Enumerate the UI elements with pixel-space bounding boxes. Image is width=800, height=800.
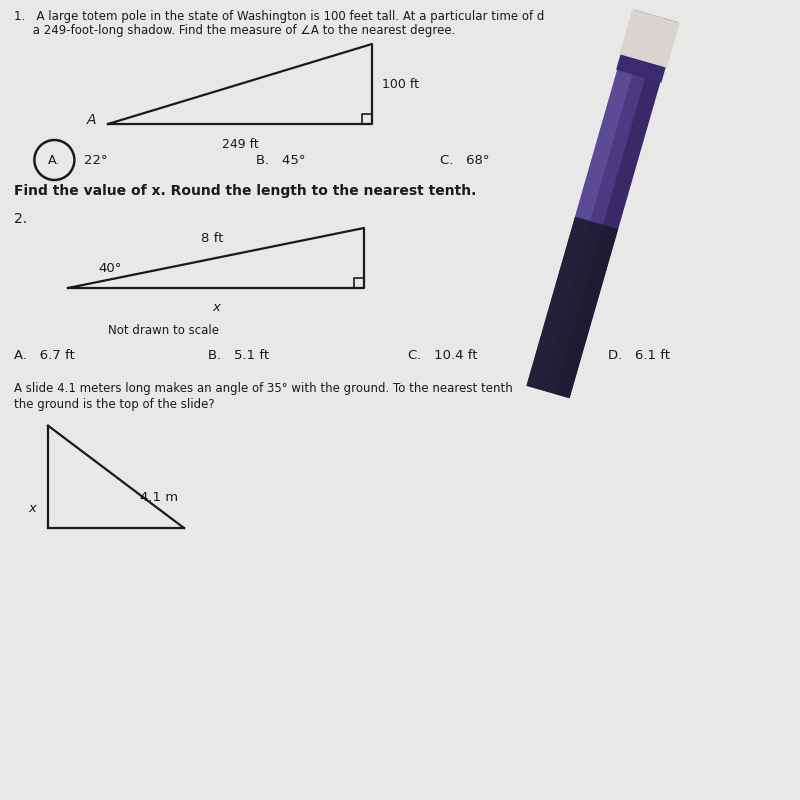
Text: 8 ft: 8 ft: [201, 232, 223, 245]
Text: A slide 4.1 meters long makes an angle of 35° with the ground. To the nearest te: A slide 4.1 meters long makes an angle o…: [14, 382, 513, 395]
Polygon shape: [619, 9, 680, 68]
Text: 4.1 m: 4.1 m: [140, 491, 178, 504]
Text: Find the value of x. Round the length to the nearest tenth.: Find the value of x. Round the length to…: [14, 184, 477, 198]
Text: x: x: [28, 502, 36, 515]
Text: x: x: [212, 301, 220, 314]
Text: Not drawn to scale: Not drawn to scale: [108, 324, 219, 337]
Text: 40°: 40°: [98, 262, 122, 275]
Text: B.   45°: B. 45°: [256, 154, 306, 166]
Text: 100 ft: 100 ft: [382, 78, 418, 90]
Text: 2.: 2.: [14, 212, 27, 226]
Text: 1.   A large totem pole in the state of Washington is 100 feet tall. At a partic: 1. A large totem pole in the state of Wa…: [14, 10, 545, 22]
Text: C.   10.4 ft: C. 10.4 ft: [408, 350, 478, 362]
Polygon shape: [554, 18, 678, 398]
Text: D.   6.1 ft: D. 6.1 ft: [608, 350, 670, 362]
Text: A.: A.: [48, 154, 61, 166]
Polygon shape: [526, 10, 650, 390]
Text: the ground is the top of the slide?: the ground is the top of the slide?: [14, 398, 215, 410]
Text: a 249-foot-long shadow. Find the measure of ∠A to the nearest degree.: a 249-foot-long shadow. Find the measure…: [14, 24, 456, 37]
Polygon shape: [526, 10, 678, 398]
Text: A.   6.7 ft: A. 6.7 ft: [14, 350, 75, 362]
Text: 22°: 22°: [84, 154, 108, 166]
Text: B.   5.1 ft: B. 5.1 ft: [208, 350, 269, 362]
Text: A: A: [86, 113, 96, 127]
Polygon shape: [526, 217, 618, 398]
Text: C.   68°: C. 68°: [440, 154, 490, 166]
Polygon shape: [616, 54, 666, 82]
Text: 249 ft: 249 ft: [222, 138, 258, 151]
